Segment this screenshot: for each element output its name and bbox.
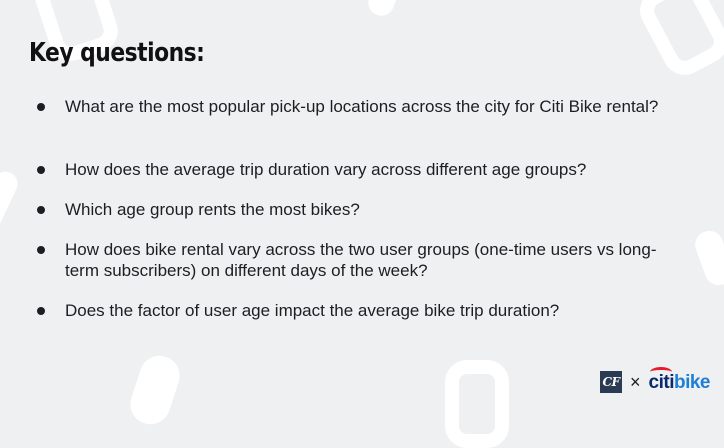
background-shape (364, 0, 402, 20)
background-shape (125, 350, 185, 430)
list-item: Which age group rents the most bikes? (37, 199, 687, 220)
bullet-icon (37, 246, 45, 254)
background-shape (691, 226, 724, 290)
citibike-logo-bike: bike (673, 371, 711, 393)
questions-list: What are the most popular pick-up locati… (37, 96, 687, 321)
slide-title: Key questions: (29, 38, 205, 68)
question-text: Which age group rents the most bikes? (65, 200, 360, 219)
question-text: What are the most popular pick-up locati… (65, 97, 659, 116)
citi-arc-icon (649, 366, 672, 377)
list-item: How does the average trip duration vary … (37, 159, 687, 180)
bullet-icon (37, 206, 45, 214)
citi-text: citi (648, 371, 675, 393)
bullet-icon (37, 166, 45, 174)
bullet-icon (37, 103, 45, 111)
footer-logos: CF × citi bike (600, 366, 711, 393)
question-text: Does the factor of user age impact the a… (65, 301, 560, 320)
background-shape (0, 167, 22, 233)
background-shape (632, 0, 724, 83)
question-text: How does the average trip duration vary … (65, 160, 587, 179)
citibike-logo: citi bike (648, 366, 711, 393)
background-shape (445, 360, 509, 448)
list-item: What are the most popular pick-up locati… (37, 96, 687, 138)
times-symbol: × (630, 372, 641, 392)
list-item: How does bike rental vary across the two… (37, 239, 687, 281)
citibike-logo-citi: citi (648, 366, 675, 393)
cf-logo: CF (600, 371, 622, 393)
question-text: How does bike rental vary across the two… (65, 240, 657, 280)
bullet-icon (37, 307, 45, 315)
list-item: Does the factor of user age impact the a… (37, 300, 687, 321)
